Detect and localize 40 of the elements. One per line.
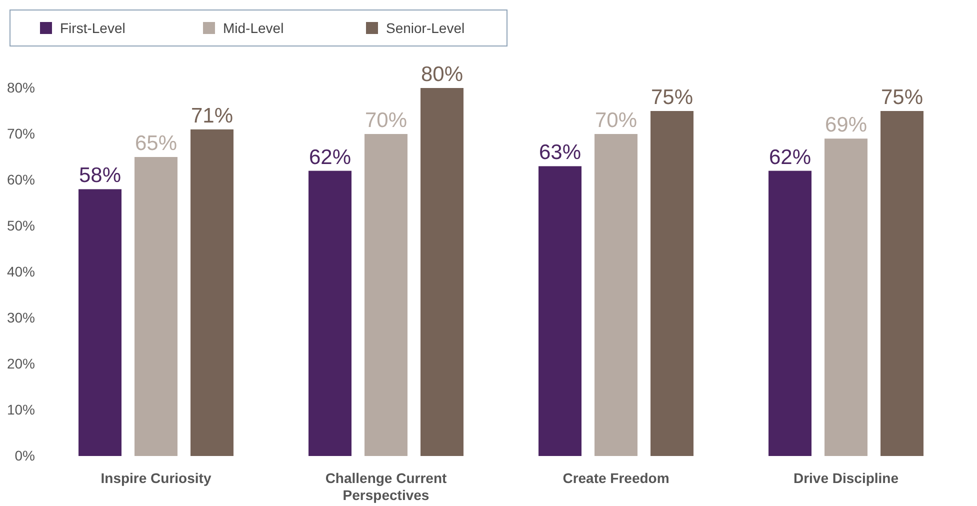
- y-tick-label: 20%: [6, 355, 35, 372]
- y-tick-label: 0%: [14, 447, 35, 464]
- bar: [420, 88, 464, 456]
- data-label: 70%: [364, 109, 408, 132]
- x-tick-label: Drive Discipline: [793, 470, 899, 486]
- data-label: 62%: [308, 146, 352, 169]
- bar: [594, 134, 638, 456]
- data-label: 58%: [78, 164, 122, 188]
- x-tick-label: Challenge Current Perspectives: [325, 470, 448, 503]
- y-tick-label: 80%: [6, 79, 35, 96]
- bar: [190, 129, 234, 456]
- y-tick-label: 10%: [6, 401, 35, 418]
- bar: [364, 134, 408, 456]
- data-label: 63%: [538, 141, 582, 164]
- data-label: 75%: [880, 86, 924, 109]
- bar: [78, 189, 122, 456]
- legend-label: First-Level: [60, 20, 126, 36]
- x-tick-label: Inspire Curiosity: [100, 470, 212, 486]
- x-tick-label: Create Freedom: [562, 470, 670, 486]
- bar: [880, 111, 924, 456]
- y-tick-label: 50%: [6, 217, 35, 234]
- y-tick-label: 30%: [6, 309, 35, 326]
- bar: [308, 170, 352, 456]
- bar: [538, 166, 582, 456]
- y-tick-label: 40%: [6, 263, 35, 280]
- legend-label: Mid-Level: [223, 20, 284, 36]
- data-label: 75%: [650, 86, 694, 109]
- data-label: 80%: [420, 63, 464, 86]
- data-label: 65%: [134, 132, 178, 155]
- bar: [650, 111, 694, 456]
- bar: [768, 170, 812, 456]
- data-label: 70%: [594, 109, 638, 132]
- bar: [134, 157, 178, 456]
- bar: [824, 138, 868, 456]
- data-label: 69%: [824, 114, 868, 137]
- y-tick-label: 60%: [6, 171, 35, 188]
- y-tick-label: 70%: [6, 125, 35, 142]
- legend-label: Senior-Level: [386, 20, 465, 36]
- data-label: 71%: [190, 104, 234, 128]
- data-label: 62%: [768, 146, 812, 169]
